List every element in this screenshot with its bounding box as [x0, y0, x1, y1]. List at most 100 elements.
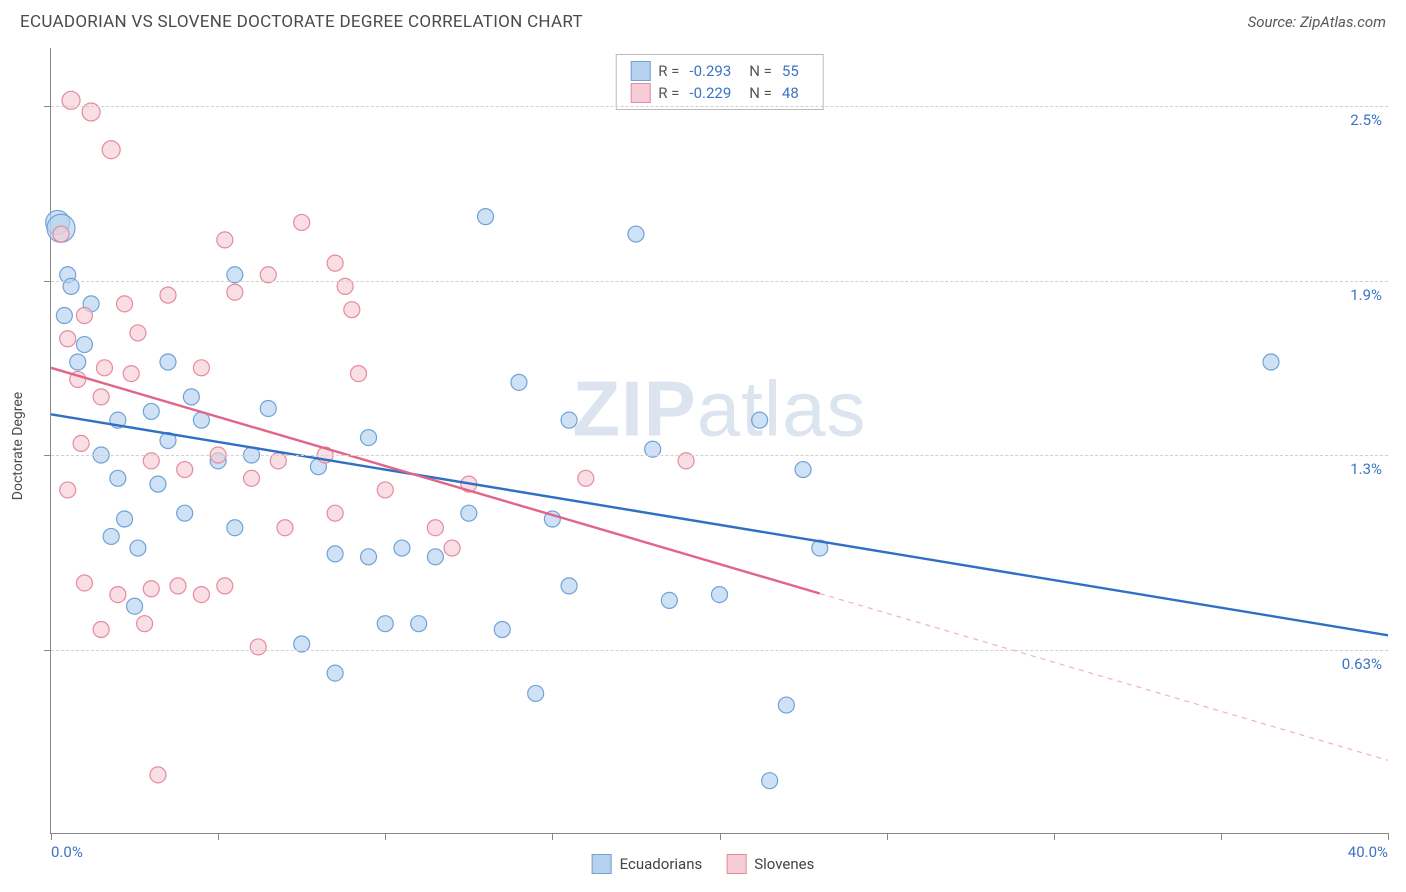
- data-point: [294, 214, 310, 230]
- x-tick: [1221, 833, 1222, 840]
- r-label: R =: [658, 84, 679, 102]
- data-point: [752, 412, 768, 428]
- data-point: [361, 549, 377, 565]
- correlation-legend: R = -0.293 N = 55 R = -0.229 N = 48: [615, 54, 824, 110]
- swatch-ecuadorians: [630, 61, 650, 81]
- data-point: [351, 366, 367, 382]
- n-label: N =: [749, 62, 772, 80]
- data-point: [427, 549, 443, 565]
- legend-row-slovenes: R = -0.229 N = 48: [630, 83, 809, 103]
- legend-item-ecuadorians: Ecuadorians: [592, 854, 703, 874]
- data-point: [60, 482, 76, 498]
- trend-line-extrapolated: [820, 594, 1388, 761]
- legend-row-ecuadorians: R = -0.293 N = 55: [630, 61, 809, 81]
- data-point: [778, 697, 794, 713]
- gridline: [51, 281, 1388, 282]
- y-tick: [44, 106, 51, 107]
- x-tick: [385, 833, 386, 840]
- data-point: [394, 540, 410, 556]
- data-point: [160, 287, 176, 303]
- data-point: [217, 232, 233, 248]
- data-point: [56, 307, 72, 323]
- data-point: [561, 412, 577, 428]
- data-point: [110, 587, 126, 603]
- swatch-icon: [726, 854, 746, 874]
- gridline: [51, 650, 1388, 651]
- r-label: R =: [658, 62, 679, 80]
- y-tick-label: 1.9%: [1350, 286, 1382, 304]
- data-point: [461, 505, 477, 521]
- y-tick: [44, 455, 51, 456]
- data-point: [444, 540, 460, 556]
- data-point: [427, 520, 443, 536]
- data-point: [411, 616, 427, 632]
- data-point: [102, 141, 120, 159]
- data-point: [93, 621, 109, 637]
- legend-label: Ecuadorians: [620, 855, 703, 873]
- x-tick: [218, 833, 219, 840]
- data-point: [60, 331, 76, 347]
- data-point: [511, 374, 527, 390]
- x-tick: [720, 833, 721, 840]
- data-point: [478, 209, 494, 225]
- gridline: [51, 106, 1388, 107]
- data-point: [377, 616, 393, 632]
- data-point: [377, 482, 393, 498]
- r-value: -0.293: [689, 62, 731, 80]
- x-tick: [552, 833, 553, 840]
- data-point: [73, 435, 89, 451]
- data-point: [327, 546, 343, 562]
- swatch-slovenes: [630, 83, 650, 103]
- data-point: [561, 578, 577, 594]
- y-tick: [44, 281, 51, 282]
- source-label: Source: ZipAtlas.com: [1248, 13, 1386, 31]
- data-point: [227, 520, 243, 536]
- data-point: [361, 430, 377, 446]
- data-point: [795, 462, 811, 478]
- data-point: [53, 226, 69, 242]
- legend-item-slovenes: Slovenes: [726, 854, 814, 874]
- n-value: 48: [782, 84, 799, 102]
- data-point: [93, 389, 109, 405]
- data-point: [160, 354, 176, 370]
- n-label: N =: [749, 84, 772, 102]
- y-tick-label: 1.3%: [1350, 460, 1382, 478]
- data-point: [344, 302, 360, 318]
- data-point: [628, 226, 644, 242]
- data-point: [150, 767, 166, 783]
- y-tick-label: 2.5%: [1350, 111, 1382, 129]
- data-point: [327, 665, 343, 681]
- data-point: [193, 360, 209, 376]
- data-point: [712, 587, 728, 603]
- chart-area: ZIPatlas R = -0.293 N = 55 R = -0.229 N …: [50, 48, 1388, 834]
- x-tick: [1054, 833, 1055, 840]
- data-point: [143, 403, 159, 419]
- y-tick: [44, 650, 51, 651]
- chart-title: ECUADORIAN VS SLOVENE DOCTORATE DEGREE C…: [20, 12, 583, 32]
- data-point: [217, 578, 233, 594]
- data-point: [103, 528, 119, 544]
- data-point: [528, 685, 544, 701]
- data-point: [76, 575, 92, 591]
- data-point: [170, 578, 186, 594]
- data-point: [260, 401, 276, 417]
- data-point: [96, 360, 112, 376]
- data-point: [117, 296, 133, 312]
- data-point: [762, 773, 778, 789]
- data-point: [494, 621, 510, 637]
- data-point: [137, 616, 153, 632]
- legend-label: Slovenes: [754, 855, 814, 873]
- x-max-label: 40.0%: [1348, 843, 1388, 861]
- data-point: [143, 581, 159, 597]
- data-point: [193, 587, 209, 603]
- data-point: [110, 470, 126, 486]
- data-point: [76, 337, 92, 353]
- x-tick: [1388, 833, 1389, 840]
- x-tick: [51, 833, 52, 840]
- data-point: [127, 598, 143, 614]
- series-legend: Ecuadorians Slovenes: [592, 854, 815, 874]
- swatch-icon: [592, 854, 612, 874]
- data-point: [117, 511, 133, 527]
- data-point: [277, 520, 293, 536]
- data-point: [327, 255, 343, 271]
